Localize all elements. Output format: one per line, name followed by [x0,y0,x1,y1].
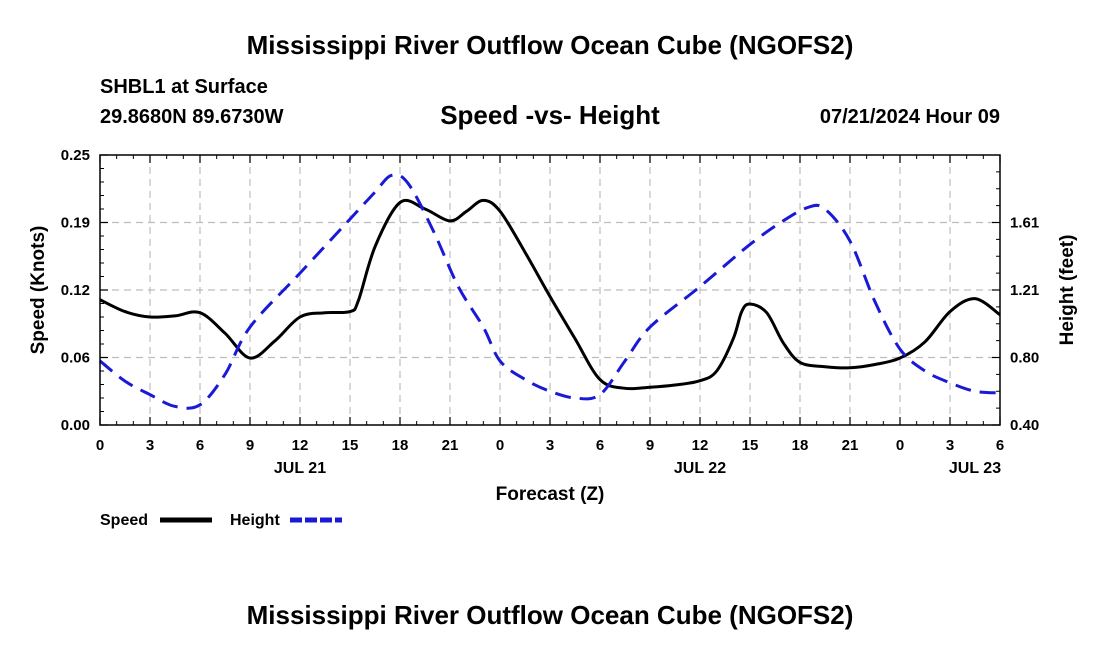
x-axis-label: Forecast (Z) [496,484,605,505]
chart-title: Mississippi River Outflow Ocean Cube (NG… [246,30,854,60]
axes: 0 3 6 9 12 15 18 21 0 3 6 9 12 15 18 21 0 3 6 JUL 21 JUL 22 J… [28,147,1078,505]
x-tick-label: 18 [392,437,409,454]
forecast-datetime: 07/21/2024 Hour 09 [819,106,1000,128]
x-tick-label: 6 [596,437,604,454]
x-day-label: JUL 23 [949,460,1001,477]
x-day-label: JUL 21 [274,460,326,477]
x-day-label: JUL 22 [674,460,726,477]
legend-label-speed: Speed [100,512,148,529]
x-tick-label: 0 [896,437,904,454]
x-tick-label: 15 [342,437,359,454]
y-tick-label: 0.19 [61,215,90,232]
x-tick-label: 3 [946,437,954,454]
station-label: SHBL1 at Surface [100,76,268,98]
y2-tick-label: 0.80 [1010,350,1039,367]
y2-tick-label: 1.21 [1010,282,1039,299]
y-tick-label: 0.00 [61,417,90,434]
x-tick-label: 3 [546,437,554,454]
y-axis-label: Speed (Knots) [28,226,49,355]
x-tick-label: 6 [196,437,204,454]
series-line-speed [99,198,1001,391]
y-tick-label: 0.25 [61,147,90,164]
footer-title: Mississippi River Outflow Ocean Cube (NG… [246,600,854,630]
x-tick-label: 6 [996,437,1004,454]
x-tick-label: 21 [842,437,859,454]
x-tick-label: 15 [742,437,759,454]
series-lines [99,173,1001,410]
y-tick-label: 0.06 [61,350,90,367]
legend: Speed Height [100,512,342,529]
x-tick-label: 12 [692,437,709,454]
x-tick-label: 9 [646,437,654,454]
chart-subtitle: Speed -vs- Height [440,100,660,130]
x-tick-label: 3 [146,437,154,454]
series-line-height [99,173,1001,410]
y2-tick-label: 1.61 [1010,215,1039,232]
x-tick-label: 0 [496,437,504,454]
y2-axis-label: Height (feet) [1057,235,1078,346]
x-tick-label: 0 [96,437,104,454]
y-tick-label: 0.12 [61,282,90,299]
x-tick-label: 9 [246,437,254,454]
station-coordinates: 29.8680N 89.6730W [100,106,284,128]
x-tick-label: 18 [792,437,809,454]
grid-lines [100,155,1000,425]
legend-label-height: Height [230,512,280,529]
y2-tick-label: 0.40 [1010,417,1039,434]
x-tick-label: 12 [292,437,309,454]
x-tick-label: 21 [442,437,459,454]
